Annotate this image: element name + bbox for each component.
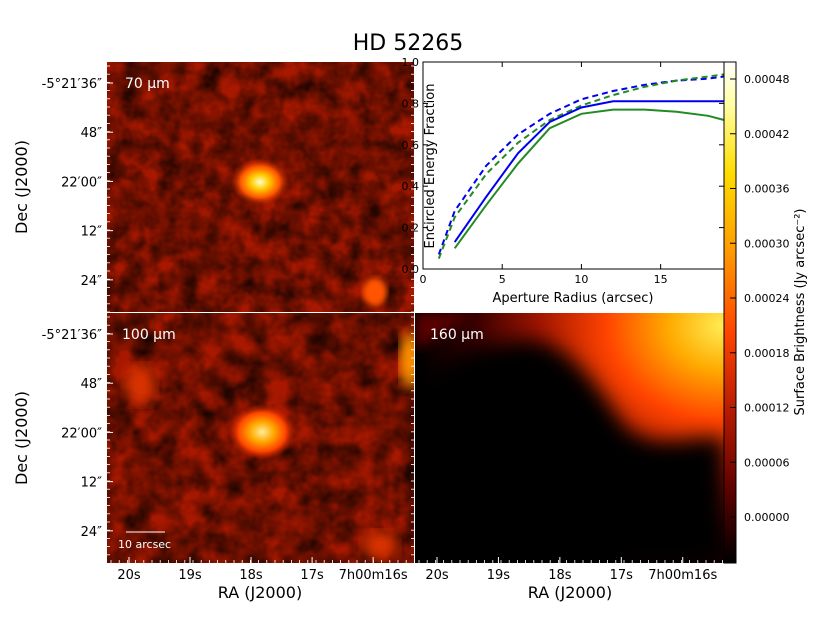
- panel-100um: [107, 313, 414, 563]
- plot-ytick-label: 0.4: [402, 180, 420, 193]
- ra-ticks-right: 20s 19s 18s 17s 7h00m16s: [418, 557, 723, 583]
- colorbar-tick-label: 0.00024: [744, 292, 790, 305]
- plot-series-line-2: [437, 73, 725, 259]
- panel-160um: [415, 313, 724, 563]
- ra-tick-label: 17s: [300, 568, 324, 583]
- colorbar-tick-label: 0.00006: [744, 456, 790, 469]
- plot-xlabel: Aperture Radius (arcsec): [493, 291, 654, 306]
- colorbar-ticks: 0.00000 0.00006 0.00012 0.00018 0.00024 0.000…: [730, 73, 790, 524]
- colorbar-tick-label: 0.00042: [744, 128, 790, 141]
- dec-ticks-bottom: -5°21′36″ 48″ 22′00″ 12″ 24″: [42, 316, 414, 556]
- panel-70um: [107, 62, 414, 312]
- dec-tick-label: 12″: [81, 225, 103, 240]
- plot-xtick-label: 0: [420, 273, 427, 286]
- plot-ytick-label: 0.8: [402, 97, 420, 110]
- ra-tick-label: 7h00m16s: [648, 568, 717, 583]
- colorbar-tick-label: 0.00000: [744, 511, 790, 524]
- plot-xtick-label: 5: [499, 273, 506, 286]
- dec-tick-label: 24″: [81, 274, 103, 289]
- ra-tick-label: 18s: [239, 568, 263, 583]
- plot-ytick-label: 0.2: [402, 222, 420, 235]
- dec-tick-label: 48″: [81, 126, 103, 141]
- colorbar: 0.00000 0.00006 0.00012 0.00018 0.00024 0.000…: [723, 61, 808, 564]
- plot-series-line-4: [453, 108, 725, 249]
- plot-xtick-label: 10: [574, 273, 588, 286]
- ra-tick-label: 20s: [425, 568, 449, 583]
- plot-ytick-label: 0.0: [402, 263, 420, 276]
- ra-axis-label-right: RA (J2000): [528, 583, 612, 602]
- plot-xtick-label: 15: [654, 273, 668, 286]
- colorbar-label: Surface Brightness (Jy arcsec⁻²): [793, 208, 808, 415]
- figure-title: HD 52265: [353, 31, 463, 56]
- colorbar-gradient: [723, 61, 737, 564]
- panel-100um-label: 100 μm: [122, 327, 176, 343]
- dec-tick-label: 22′00″: [61, 175, 102, 190]
- plot-frame: [422, 61, 725, 270]
- dec-tick-label: 22′00″: [61, 426, 102, 441]
- colorbar-tick-label: 0.00012: [744, 402, 790, 415]
- plot-ytick-label: 0.6: [402, 139, 420, 152]
- plot-series-line-1: [437, 75, 725, 255]
- ra-tick-label: 20s: [117, 568, 141, 583]
- plot-series-line-3: [453, 100, 724, 243]
- ra-tick-label: 17s: [610, 568, 634, 583]
- plot-ticks: 0 5 10 15 0.0 0.2 0.4 0.6 0.8 1.0: [402, 56, 724, 286]
- dec-tick-label: -5°21′36″: [42, 77, 102, 92]
- plot-ytick-label: 1.0: [402, 56, 420, 69]
- ra-ticks-left: 20s 19s 18s 17s 7h00m16s: [110, 557, 408, 583]
- plot-ylabel: Encircled Energy Fraction: [423, 84, 438, 249]
- ra-tick-label: 19s: [178, 568, 202, 583]
- dec-tick-label: 12″: [81, 476, 103, 491]
- dec-tick-label: 24″: [81, 525, 103, 540]
- colorbar-tick-label: 0.00036: [744, 183, 790, 196]
- dec-axis-label-top: Dec (J2000): [12, 140, 31, 234]
- ra-tick-label: 19s: [487, 568, 511, 583]
- panel-160um-label: 160 μm: [430, 327, 484, 343]
- ra-axis-label-left: RA (J2000): [218, 583, 302, 602]
- ra-tick-label: 7h00m16s: [339, 568, 408, 583]
- colorbar-tick-label: 0.00030: [744, 237, 790, 250]
- ra-tick-label: 18s: [548, 568, 572, 583]
- colorbar-tick-label: 0.00048: [744, 73, 790, 86]
- dec-tick-label: 48″: [81, 377, 103, 392]
- colorbar-tick-label: 0.00018: [744, 347, 790, 360]
- scale-bar-label: 10 arcsec: [118, 538, 171, 551]
- dec-tick-label: -5°21′36″: [42, 328, 102, 343]
- dec-ticks-top: -5°21′36″ 48″ 22′00″ 12″ 24″: [42, 65, 414, 313]
- encircled-energy-plot: 0 5 10 15 0.0 0.2 0.4 0.6 0.8 1.0 Aperture Radius…: [402, 56, 725, 306]
- dec-axis-label-bottom: Dec (J2000): [12, 391, 31, 485]
- panel-70um-label: 70 μm: [125, 76, 170, 92]
- plot-series: [437, 73, 725, 259]
